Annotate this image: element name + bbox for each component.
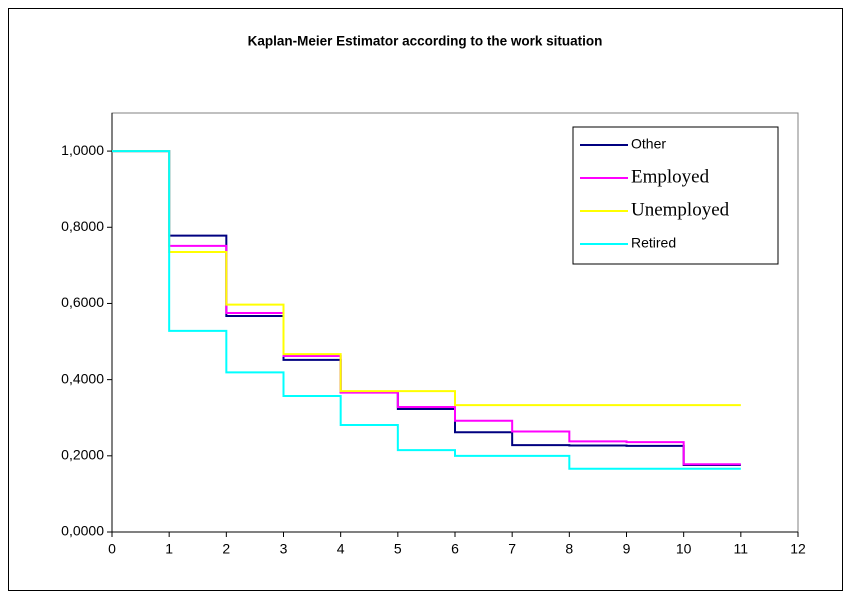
x-tick-label: 0 <box>108 541 116 557</box>
legend-label: Unemployed <box>631 199 730 220</box>
y-tick-label: 0,6000 <box>61 294 104 310</box>
x-tick-label: 12 <box>790 541 806 557</box>
legend-label: Retired <box>631 235 676 251</box>
x-tick-label: 2 <box>222 541 230 557</box>
legend-label: Employed <box>631 166 710 187</box>
x-tick-label: 1 <box>165 541 173 557</box>
x-tick-label: 5 <box>394 541 402 557</box>
y-tick-label: 0,4000 <box>61 370 104 386</box>
chart-title: Kaplan-Meier Estimator according to the … <box>248 34 603 49</box>
series-line <box>112 150 741 407</box>
x-tick-label: 11 <box>734 541 749 557</box>
x-tick-label: 3 <box>280 541 288 557</box>
x-tick-label: 10 <box>676 541 692 557</box>
x-tick-label: 9 <box>623 541 631 557</box>
legend-label: Other <box>631 136 666 152</box>
y-tick-label: 1,0000 <box>61 142 104 158</box>
y-tick-label: 0,0000 <box>61 523 104 539</box>
x-tick-label: 7 <box>508 541 516 557</box>
x-tick-label: 8 <box>565 541 573 557</box>
y-tick-label: 0,2000 <box>61 447 104 463</box>
x-tick-label: 4 <box>337 541 345 557</box>
legend-box <box>572 126 779 265</box>
series-line <box>112 150 741 470</box>
y-tick-label: 0,8000 <box>61 218 104 234</box>
x-tick-label: 6 <box>451 541 459 557</box>
